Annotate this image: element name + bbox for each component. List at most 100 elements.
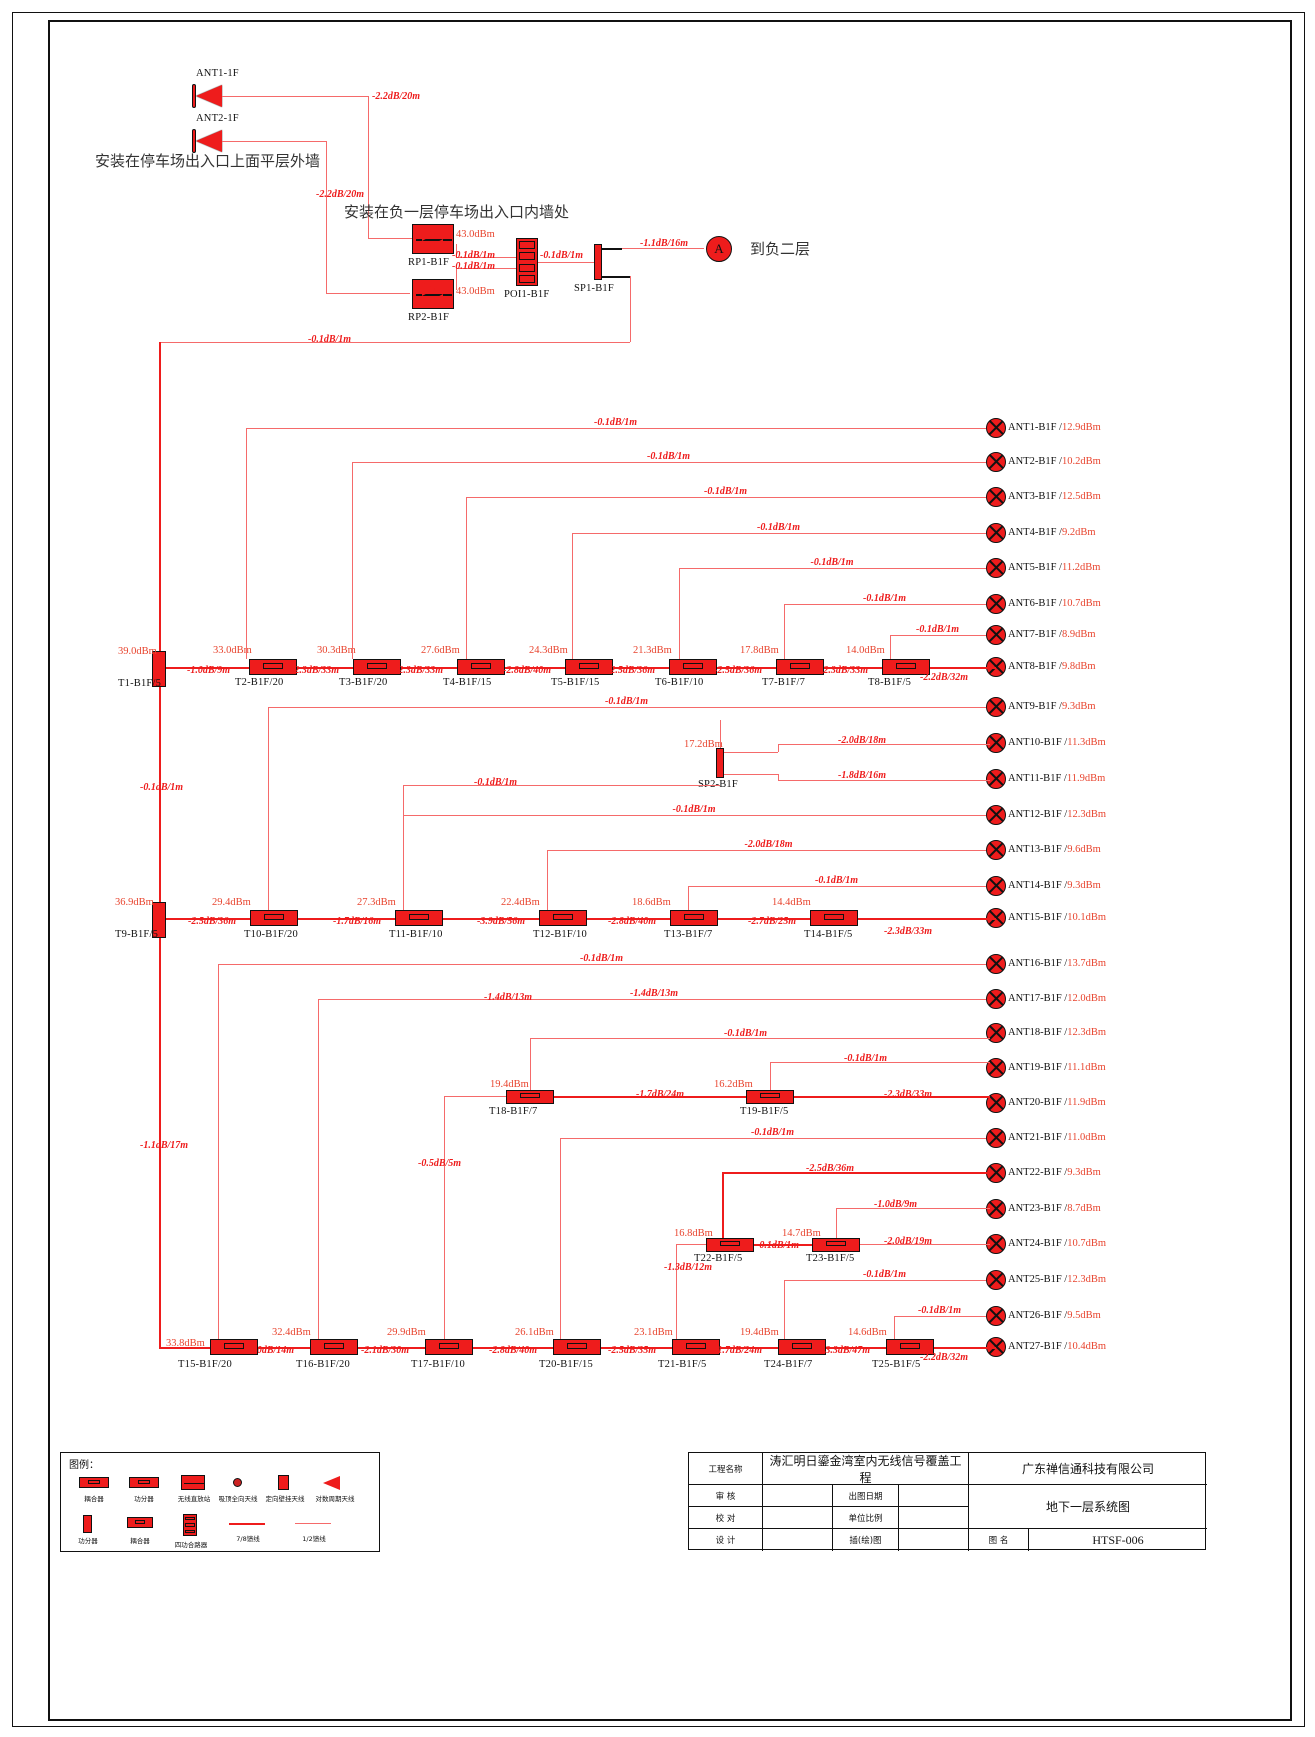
- rp2-power: 43.0dBm: [456, 286, 495, 297]
- antenna-icon-4: [986, 523, 1006, 543]
- ant2-1f-antenna-icon: [196, 130, 222, 152]
- t22-label: T22-B1F/5: [694, 1253, 743, 1264]
- wire-row3-to-t22: [676, 1244, 677, 1347]
- wire-main-riser-3: [159, 918, 161, 1348]
- wire-rp2-out-v: [456, 268, 457, 290]
- t18-coupler-icon: [506, 1090, 554, 1104]
- antenna-icon-16: [986, 954, 1006, 974]
- row1-tap-h-5: [572, 533, 986, 534]
- row2-coupler-12: [539, 910, 587, 926]
- rp1-power: 43.0dBm: [456, 229, 495, 240]
- antenna-icon-25: [986, 1270, 1006, 1290]
- antenna-icon-17: [986, 989, 1006, 1009]
- legend-feeder-12-icon: [295, 1523, 331, 1524]
- row1-tap-h-2: [246, 428, 986, 429]
- row1-label-4: T4-B1F/15: [443, 677, 492, 688]
- antenna-label-7: ANT7-B1F /8.9dBm: [1008, 629, 1096, 640]
- tb-drawing-no: HTSF-006: [1092, 1532, 1144, 1547]
- sheet-border-outer: [12, 12, 1305, 1727]
- row3-coupler-20: [778, 1339, 826, 1355]
- ant1-1f-antenna-icon: [196, 85, 222, 107]
- row1-antloss-5: -0.1dB/1m: [810, 557, 854, 568]
- wire-t23-to-ant24: [860, 1244, 990, 1245]
- tb-design-value: [763, 1529, 833, 1551]
- legend-log-periodic-antenna-icon: [323, 1476, 340, 1490]
- row3-tap-ant25-loss: -0.1dB/1m: [863, 1269, 907, 1280]
- row2-tap-ant9-v: [268, 707, 269, 910]
- row3-inloss-16: -1.0dB/14m: [246, 1345, 295, 1356]
- antenna-icon-21: [986, 1128, 1006, 1148]
- row1-inloss-3: -2.3dB/33m: [291, 665, 340, 676]
- row2-power-13: 18.6dBm: [632, 897, 671, 908]
- antenna-icon-26: [986, 1306, 1006, 1326]
- sp2-splitter-icon: [716, 748, 724, 778]
- tb-project-label: 工程名称: [689, 1453, 763, 1485]
- wire-t11-to-sp2-h: [403, 785, 720, 786]
- antenna-label-3: ANT3-B1F /12.5dBm: [1008, 491, 1101, 502]
- row2-tap-ant13-h: [547, 850, 986, 851]
- row1-tap-v-8: [890, 635, 891, 659]
- sp2-label: SP2-B1F: [698, 779, 738, 790]
- row2-label-10: T10-B1F/20: [244, 929, 298, 940]
- rp1-label: RP1-B1F: [408, 257, 450, 268]
- row1-tap-v-3: [352, 462, 353, 659]
- wire-sp2-out2-stub: [724, 774, 778, 775]
- note-to-b2: 到负二层: [750, 240, 811, 258]
- legend-coupler2-icon: [127, 1517, 153, 1528]
- row2-inloss-10: -2.5dB/36m: [188, 916, 237, 927]
- wire-t19-tap: [770, 1062, 771, 1090]
- tb-check-value: [763, 1507, 833, 1529]
- rp2-label: RP2-B1F: [408, 312, 450, 323]
- row1-antloss-1: -0.1dB/1m: [594, 417, 638, 428]
- row1-inloss-6: -2.5dB/36m: [607, 665, 656, 676]
- loss-sp2-out1: -2.0dB/18m: [838, 735, 887, 746]
- row2-tap-ant13-loss: -2.0dB/18m: [744, 839, 793, 850]
- legend-box: 图例： 耦合器 功分器 无线直放站 吸顶全向天线 定向壁挂天线 对数周期天线 功…: [60, 1452, 380, 1552]
- row1-coupler-5: [565, 659, 613, 675]
- wire-t19-to-ant20: [794, 1096, 990, 1098]
- wire-row3-to-t18-h: [444, 1096, 506, 1097]
- row2-inloss-11: -1.7dB/16m: [333, 916, 382, 927]
- wire-t18-tap-h: [530, 1038, 990, 1039]
- loss-riser-left: -0.1dB/1m: [140, 782, 184, 793]
- row1-label-8: T8-B1F/5: [868, 677, 912, 688]
- node-a-icon: A: [706, 236, 732, 262]
- ant1-1f-antenna-cap-icon: [192, 84, 196, 108]
- row2-label-12: T12-B1F/10: [533, 929, 587, 940]
- t19-coupler-icon: [746, 1090, 794, 1104]
- row1-tap-v-2: [246, 428, 247, 659]
- wire-row3-to-t22-h: [676, 1244, 706, 1245]
- row1-tap-v-7: [784, 604, 785, 659]
- row2-power-14: 14.4dBm: [772, 897, 811, 908]
- row2-label-11: T11-B1F/10: [389, 929, 443, 940]
- row1-label-6: T6-B1F/10: [655, 677, 704, 688]
- antenna-icon-1: [986, 418, 1006, 438]
- loss-sp1-branch-a: -1.1dB/16m: [640, 238, 689, 249]
- wire-row3-trunk: [217, 1347, 996, 1349]
- antenna-label-4: ANT4-B1F /9.2dBm: [1008, 527, 1096, 538]
- row1-power-5: 24.3dBm: [529, 645, 568, 656]
- loss-row3-note2: -0.5dB/5m: [418, 1158, 462, 1169]
- row3-power-21: 14.6dBm: [848, 1327, 887, 1338]
- row1-power-6: 21.3dBm: [633, 645, 672, 656]
- legend-label-3: 吸顶全向天线: [218, 1495, 258, 1503]
- ant2-1f-label: ANT2-1F: [196, 113, 239, 124]
- row2-inloss-14: -2.7dB/25m: [748, 916, 797, 927]
- legend-repeater-icon: [181, 1475, 205, 1490]
- antenna-label-22: ANT22-B1F /9.3dBm: [1008, 1167, 1101, 1178]
- row3-coupler-19: [672, 1339, 720, 1355]
- row3-power-20: 19.4dBm: [740, 1327, 779, 1338]
- t9-power: 36.9dBm: [115, 897, 154, 908]
- row1-coupler-3: [353, 659, 401, 675]
- row1-inloss-4: -2.3dB/33m: [395, 665, 444, 676]
- row3-power-16: 32.4dBm: [272, 1327, 311, 1338]
- wire-t22-to-t23: [754, 1244, 812, 1246]
- tb-page-value: [899, 1529, 969, 1551]
- loss-t18-out: -1.7dB/24m: [636, 1089, 685, 1100]
- loss-rp1-out: -0.1dB/1m: [452, 250, 496, 261]
- wire-t22-tap-h: [722, 1172, 990, 1174]
- tb-design-label: 设 计: [689, 1529, 763, 1551]
- loss-ant18: -0.1dB/1m: [724, 1028, 768, 1039]
- loss-poi-out: -0.1dB/1m: [540, 250, 584, 261]
- wire-ant2-1f-to-rp2: [326, 293, 410, 294]
